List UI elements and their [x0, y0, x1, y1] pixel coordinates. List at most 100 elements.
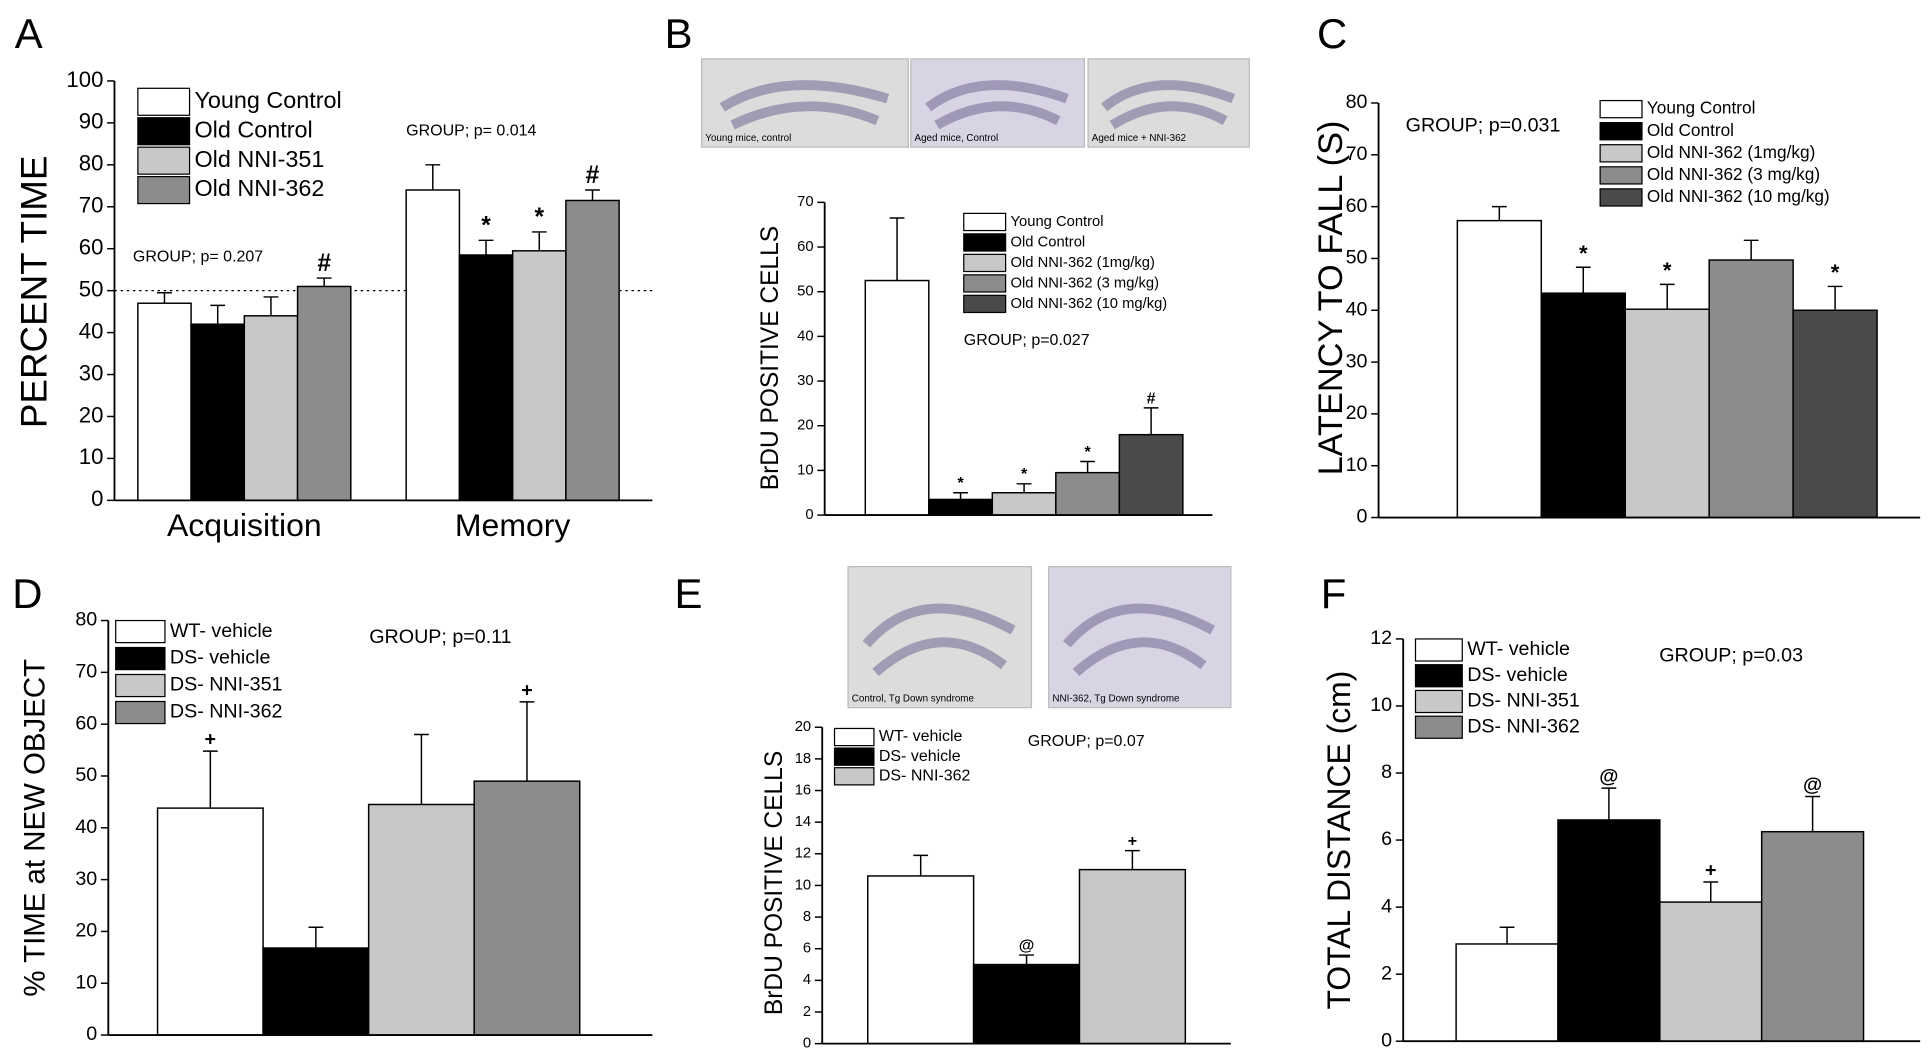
legend-label: Old NNI-362: [194, 175, 324, 201]
error-bar: [519, 701, 535, 782]
micrograph-caption: Control, Tg Down syndrome: [852, 693, 975, 704]
y-tick-label: 50: [79, 277, 104, 302]
y-tick-label: 30: [79, 360, 104, 385]
panel-label: E: [675, 570, 703, 617]
bar: [243, 315, 299, 502]
y-tick-label: 90: [79, 109, 104, 134]
legend-swatch: [1414, 638, 1463, 662]
y-tick-label: 70: [1346, 143, 1368, 165]
error-bar: [1703, 881, 1719, 903]
legend-label: Old NNI-362 (10 mg/kg): [1011, 296, 1168, 312]
panel-label: C: [1317, 10, 1347, 57]
bar: [473, 780, 581, 1036]
legend-swatch: [137, 117, 191, 146]
significance-marker: @: [1599, 766, 1618, 788]
legend-label: DS- vehicle: [879, 748, 961, 765]
error-bar: [263, 296, 279, 316]
y-tick-label: 60: [1346, 195, 1368, 217]
y-tick-label: 0: [805, 507, 813, 523]
panel-label: B: [665, 10, 693, 57]
legend-swatch: [963, 294, 1007, 314]
legend-swatch: [963, 253, 1007, 273]
micrograph-tissue: [1063, 603, 1216, 677]
significance-marker: +: [1705, 859, 1717, 881]
legend-label: DS- NNI-362: [879, 768, 971, 785]
legend-swatch: [1599, 188, 1643, 207]
legend-label: DS- vehicle: [170, 647, 271, 669]
y-axis-label: % TIME at NEW OBJECT: [19, 659, 52, 997]
y-tick-label: 14: [795, 814, 811, 830]
error-bar: [1743, 239, 1759, 261]
annotation: GROUP; p=0.03: [1659, 644, 1803, 666]
bar: [137, 302, 192, 502]
legend-swatch: [1414, 715, 1463, 739]
legend-label: Young Control: [194, 87, 341, 113]
micrograph-tissue: [719, 80, 890, 130]
x-tick-label: Acquisition: [167, 507, 322, 543]
legend-swatch: [833, 747, 875, 766]
y-tick-label: 4: [1381, 895, 1392, 917]
y-tick-label: 10: [1346, 454, 1368, 476]
bar: [864, 279, 930, 516]
y-tick-label: 80: [79, 151, 104, 176]
error-bar: [210, 304, 226, 325]
error-bar: [1016, 483, 1032, 493]
panel: B BrDU POSITIVE CELLS Young mice, control A…: [665, 10, 1250, 523]
legend-label: Young Control: [1647, 98, 1756, 118]
significance-marker: *: [957, 475, 964, 492]
bar: [458, 254, 514, 502]
error-bar: [1125, 849, 1140, 870]
legend-label: DS- NNI-351: [1467, 690, 1580, 712]
legend-swatch: [1414, 664, 1463, 688]
error-bar: [425, 164, 441, 190]
bar: [1455, 943, 1559, 1042]
significance-marker: +: [205, 729, 217, 751]
significance-marker: #: [586, 162, 600, 189]
annotation: GROUP; p=0.11: [369, 626, 511, 648]
legend-swatch: [115, 646, 166, 671]
legend-swatch: [1599, 122, 1643, 141]
error-bar: [889, 217, 905, 281]
error-bar: [478, 239, 494, 255]
micrograph-caption: Aged mice, Control: [915, 133, 999, 144]
legend-swatch: [137, 175, 191, 205]
y-tick-label: 8: [1381, 761, 1392, 783]
micrograph-tissue: [862, 603, 1016, 677]
panel: A PERCENT TIME 0 10 20 30 40 50 60 70 80 90 100 Acqui…: [14, 10, 653, 543]
legend-swatch: [963, 274, 1007, 293]
y-tick-label: 20: [795, 719, 811, 735]
legend-label: Young Control: [1011, 214, 1104, 230]
bar: [1659, 901, 1763, 1042]
y-axis-label: BrDU POSITIVE CELLS: [757, 226, 784, 490]
y-tick-label: 0: [803, 1036, 811, 1051]
legend-swatch: [1599, 144, 1643, 163]
bar: [1118, 433, 1184, 516]
y-tick-label: 70: [797, 194, 813, 210]
error-bar: [414, 733, 429, 805]
y-tick-label: 2: [803, 1004, 811, 1020]
y-tick-label: 100: [66, 67, 103, 92]
y-tick-label: 12: [795, 846, 811, 862]
bar: [156, 807, 264, 1036]
error-bar: [1575, 266, 1591, 294]
error-bar: [157, 292, 172, 304]
y-tick-label: 40: [797, 328, 813, 344]
annotation: GROUP; p=0.031: [1406, 115, 1561, 137]
error-bar: [1143, 407, 1159, 435]
legend-swatch: [833, 767, 875, 786]
error-bar: [913, 854, 929, 876]
error-bar: [316, 277, 332, 287]
significance-marker: +: [521, 679, 533, 701]
bar: [565, 199, 620, 502]
legend-swatch: [137, 146, 191, 175]
bar: [1456, 219, 1543, 519]
legend-label: DS- NNI-351: [170, 674, 283, 696]
y-tick-label: 0: [86, 1023, 97, 1045]
y-tick-label: 50: [797, 284, 813, 300]
annotation: GROUP; p=0.07: [1028, 733, 1145, 750]
error-bar: [1491, 205, 1507, 221]
y-tick-label: 10: [79, 444, 104, 469]
significance-marker: *: [534, 204, 544, 231]
